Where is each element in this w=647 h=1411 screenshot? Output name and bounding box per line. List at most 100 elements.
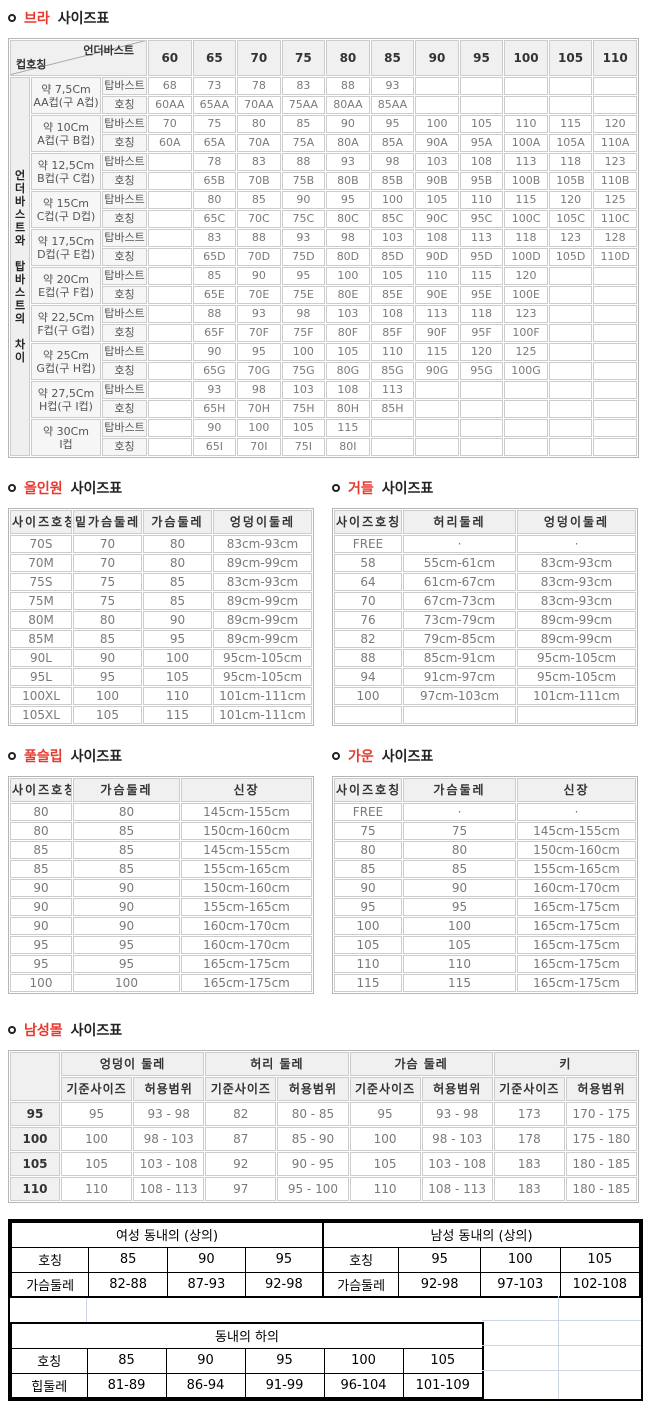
row-label: 가슴둘레	[10, 1271, 90, 1298]
cell: 178	[493, 1127, 565, 1151]
size-name-value	[370, 438, 415, 456]
topbust-value: 83	[237, 153, 281, 171]
topbust-value: 85	[192, 267, 237, 285]
cell: 89cm-99cm	[213, 630, 312, 648]
men-thermal-top-table: 남성 동내의 (상의) 호칭 95 100 105 가슴둘레 92-98 97-103 102-…	[322, 1221, 641, 1298]
topbust-value	[548, 381, 593, 399]
cell: 93 - 98	[421, 1102, 493, 1126]
cell: 97	[205, 1177, 277, 1201]
cell: 155cm-165cm	[181, 898, 312, 916]
cell: 101cm-111cm	[213, 687, 312, 705]
cell: 91cm-97cm	[403, 668, 516, 686]
size-name-value: 95G	[459, 362, 504, 380]
topbust-value: 90	[281, 191, 326, 209]
cell: 180 - 185	[565, 1177, 637, 1201]
cell: 87	[205, 1127, 277, 1151]
cell: 95	[403, 898, 516, 916]
cell: 73cm-79cm	[403, 611, 516, 629]
topbust-value	[148, 267, 192, 285]
cell: 97cm-103cm	[403, 687, 516, 705]
topbust-value	[415, 419, 459, 437]
cell: 95 - 100	[277, 1177, 349, 1201]
topbust-value: 123	[548, 229, 593, 247]
row-label-topbust: 탑바스트	[102, 191, 148, 209]
fullslip-title-accent: 풀슬립	[24, 749, 63, 765]
thermal-bottoms-table: 동내의 하의 호칭 85 90 95 100 105 힙둘레 81-89 86-94 91-99 96…	[10, 1322, 484, 1399]
cell: 95	[349, 1102, 421, 1126]
topbust-value: 115	[459, 267, 504, 285]
excel-gridline	[482, 1370, 641, 1371]
fullslip-section-title: 풀슬립 사이즈표	[8, 746, 314, 766]
size-name-value: 75B	[281, 172, 326, 190]
topbust-value: 88	[237, 229, 281, 247]
cell: 160cm-170cm	[517, 879, 636, 897]
cell: 90L	[10, 649, 72, 667]
topbust-value: 78	[192, 153, 237, 171]
size-name-value: 80AA	[326, 96, 370, 114]
cell: 85	[143, 573, 212, 591]
side-vertical-label: 언 더 바 스 트 와 탑 바 스 트 의 차 이	[10, 77, 30, 456]
col-header: 허리둘레	[403, 510, 516, 534]
size-name-value: 75G	[281, 362, 326, 380]
topbust-value	[148, 381, 192, 399]
row-label: 가슴둘레	[322, 1271, 400, 1298]
size-name-value	[504, 438, 548, 456]
cup-name: A컵(구 B컵)	[37, 133, 95, 147]
topbust-value: 98	[370, 153, 415, 171]
size-name-value: 65B	[192, 172, 237, 190]
cell: 95	[10, 955, 72, 973]
cell: 110	[349, 1177, 421, 1201]
mens-section-title: 남성몰 사이즈표	[8, 1020, 639, 1040]
topbust-value: 113	[459, 229, 504, 247]
col-header: 사이즈호칭	[10, 778, 72, 802]
size-name-value: 95E	[459, 286, 504, 304]
cell: 95cm-105cm	[213, 649, 312, 667]
topbust-value	[504, 381, 548, 399]
sub-col-header: 기준사이즈	[61, 1077, 133, 1101]
cell: 92	[205, 1152, 277, 1176]
cell: 145cm-155cm	[181, 803, 312, 821]
cell: 108 - 113	[133, 1177, 205, 1201]
corner-label-underbust: 언더바스트	[83, 44, 135, 57]
cell: 90	[73, 879, 180, 897]
cup-label: 약 17,5Cm D컵(구 E컵)	[31, 229, 101, 266]
cell: 100	[61, 1127, 133, 1151]
row-label-topbust: 탑바스트	[102, 115, 148, 133]
cell: 89cm-99cm	[517, 630, 636, 648]
col-header: 가슴둘레	[403, 778, 516, 802]
cell: 82-88	[88, 1271, 169, 1298]
size-name-value: 85H	[370, 400, 415, 418]
col-header: 사이즈호칭	[334, 778, 402, 802]
topbust-value: 68	[148, 77, 192, 95]
cell: 80M	[10, 611, 72, 629]
size-name-value: 65G	[192, 362, 237, 380]
size-name-value: 85A	[370, 134, 415, 152]
size-name-value: 60AA	[148, 96, 192, 114]
topbust-value	[459, 419, 504, 437]
topbust-value: 125	[504, 343, 548, 361]
row-label-topbust: 탑바스트	[102, 419, 148, 437]
girdle-size-table: 사이즈호칭 허리둘레 엉덩이둘레 FREE · · 58 55cm-61cm 83cm-93cm…	[332, 508, 638, 726]
cell: 105	[402, 1347, 484, 1374]
cell: 64	[334, 573, 402, 591]
cell: 85	[10, 860, 72, 878]
cell: 150cm-160cm	[181, 879, 312, 897]
size-name-value: 105D	[548, 248, 593, 266]
cell: 80 - 85	[277, 1102, 349, 1126]
size-name-value: 80E	[326, 286, 370, 304]
size-col-header: 85	[370, 40, 415, 76]
cup-name: D컵(구 E컵)	[37, 247, 95, 261]
bullet-icon	[8, 484, 16, 492]
size-name-value	[593, 400, 637, 418]
row-label-name: 호칭	[102, 134, 148, 152]
cell: 180 - 185	[565, 1152, 637, 1176]
size-name-value	[548, 96, 593, 114]
cell: 89cm-99cm	[213, 554, 312, 572]
cup-name: AA컵(구 A컵)	[33, 95, 99, 109]
topbust-value: 88	[326, 77, 370, 95]
excel-gridline	[558, 1296, 559, 1399]
size-name-value: 65H	[192, 400, 237, 418]
topbust-value: 120	[548, 191, 593, 209]
gown-title-rest: 사이즈표	[381, 749, 434, 765]
sub-col-header: 기준사이즈	[493, 1077, 565, 1101]
